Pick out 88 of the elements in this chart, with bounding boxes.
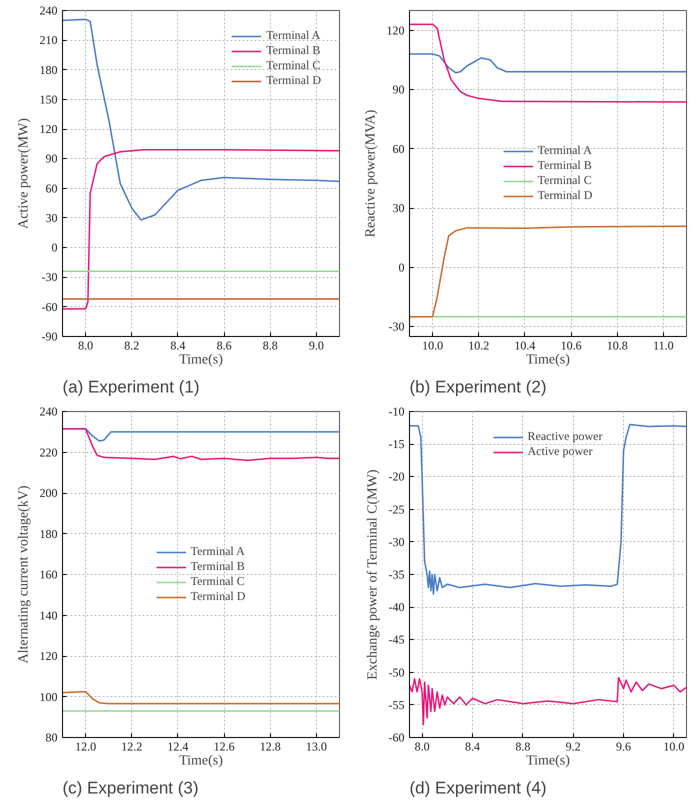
x-tick-label: 10.0	[663, 740, 684, 754]
y-tick-label: -35	[388, 568, 405, 582]
x-tick-label: 8.0	[414, 740, 430, 754]
x-tick-label: 8.4	[464, 740, 480, 754]
x-axis-title: Time(s)	[526, 352, 570, 368]
x-tick-label: 13.0	[306, 740, 327, 754]
y-tick-label: 90	[46, 152, 58, 166]
y-axis-title: Reactive power(MVA)	[364, 109, 378, 238]
y-tick-label: 90	[392, 82, 404, 97]
x-tick-label: 10.0	[422, 338, 444, 352]
y-tick-label: 140	[40, 608, 58, 622]
legend-label: Terminal A	[538, 143, 592, 158]
y-tick-label: 210	[40, 33, 58, 48]
y-tick-label: 240	[40, 4, 58, 18]
y-tick-label: -30	[388, 534, 405, 549]
y-tick-label: 120	[386, 23, 404, 38]
y-tick-label: 30	[392, 201, 404, 216]
legend-label: Terminal A	[190, 544, 245, 559]
y-tick-label: 30	[46, 210, 58, 225]
legend-label: Terminal A	[266, 28, 320, 43]
y-tick-label: 200	[40, 486, 58, 500]
legend-label: Terminal D	[190, 589, 246, 604]
x-axis-title: Time(s)	[526, 754, 570, 768]
y-tick-label: -20	[388, 470, 405, 484]
y-tick-label: 150	[40, 92, 58, 106]
x-tick-label: 8.2	[124, 338, 140, 352]
legend-label: Terminal C	[190, 574, 245, 589]
y-tick-label: 100	[40, 690, 58, 704]
x-tick-label: 8.8	[515, 740, 530, 754]
x-tick-label: 8.4	[170, 338, 186, 352]
y-tick-label: 0	[398, 260, 404, 274]
y-tick-label: 180	[40, 526, 58, 541]
y-tick-label: -10	[388, 404, 405, 418]
x-tick-label: 12.8	[260, 740, 281, 754]
y-tick-label: -25	[388, 502, 405, 516]
text: (b) Experiment (2)	[410, 378, 546, 396]
y-tick-label: 60	[392, 142, 404, 156]
legend-label: Active power	[528, 444, 592, 459]
legend-label: Terminal D	[266, 73, 321, 88]
y-tick-label: 180	[40, 62, 58, 77]
x-tick-label: 8.8	[262, 338, 278, 352]
legend-label: Terminal C	[266, 58, 320, 73]
legend-label: Terminal B	[538, 158, 592, 173]
x-tick-label: 12.2	[121, 740, 142, 754]
x-tick-label: 11.0	[653, 338, 674, 352]
y-tick-label: -40	[388, 600, 405, 614]
text: (c) Experiment (3)	[62, 778, 199, 798]
y-axis-title: Active power(MW)	[16, 118, 32, 229]
legend-label: Terminal B	[190, 559, 245, 574]
x-tick-label: 10.6	[560, 338, 582, 352]
text: (a) Experiment (1)	[62, 378, 200, 396]
x-tick-label: 9.6	[616, 740, 632, 754]
x-tick-label: 8.6	[216, 338, 232, 352]
x-tick-label: 9.2	[566, 740, 581, 754]
text: (d) Experiment (4)	[410, 778, 546, 798]
legend-label: Terminal B	[266, 43, 320, 58]
y-axis-title: Exchange power of Terminal C(MW)	[366, 469, 381, 680]
y-tick-label: 80	[46, 730, 58, 744]
y-tick-label: -45	[388, 632, 405, 647]
y-tick-label: -90	[42, 330, 58, 344]
x-tick-label: 8.0	[78, 338, 94, 352]
x-tick-label: 12.6	[214, 740, 235, 754]
y-tick-label: -60	[42, 300, 58, 314]
y-tick-label: 0	[52, 240, 58, 255]
legend-label: Reactive power	[528, 429, 602, 444]
x-axis-title: Time(s)	[179, 352, 224, 368]
y-tick-label: -30	[388, 320, 405, 334]
y-tick-label: 120	[40, 122, 58, 136]
y-tick-label: -55	[388, 698, 405, 712]
x-tick-label: 10.2	[468, 338, 490, 352]
legend-label: Terminal C	[538, 173, 592, 188]
y-tick-label: 240	[40, 404, 58, 418]
x-tick-label: 10.4	[514, 338, 536, 352]
y-tick-label: -30	[42, 270, 58, 284]
x-tick-label: 9.0	[308, 338, 324, 352]
y-tick-label: 160	[40, 568, 58, 582]
y-tick-label: -15	[388, 437, 405, 452]
x-tick-label: 12.0	[75, 740, 96, 754]
y-tick-label: -60	[388, 730, 405, 744]
y-tick-label: 220	[40, 445, 58, 460]
y-axis-title: Alternating current voltage(kV)	[16, 485, 32, 664]
x-tick-label: 10.8	[606, 338, 628, 352]
x-axis-title: Time(s)	[179, 754, 224, 768]
x-tick-label: 12.4	[167, 740, 188, 754]
legend-label: Terminal D	[538, 188, 592, 203]
y-tick-label: -50	[388, 665, 405, 680]
y-tick-label: 60	[46, 181, 58, 196]
y-tick-label: 120	[40, 649, 58, 663]
